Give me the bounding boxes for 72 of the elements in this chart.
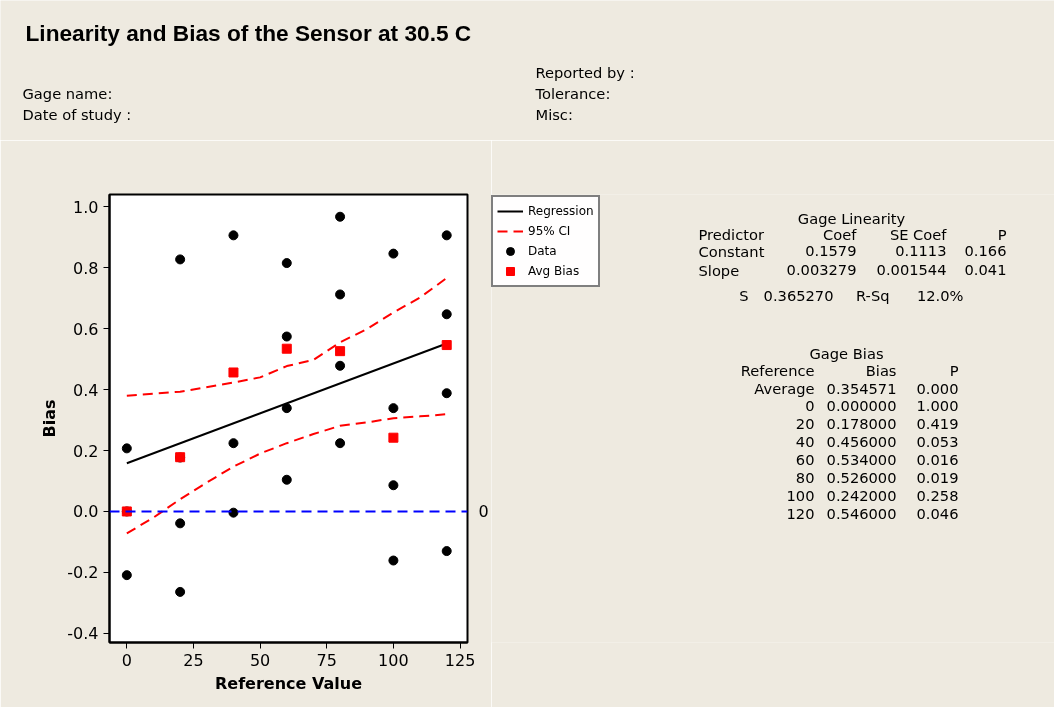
text: Gage Linearity xyxy=(797,209,906,227)
point xyxy=(281,343,292,354)
point xyxy=(281,331,292,342)
point xyxy=(335,360,346,371)
x-axis-title: Reference Value xyxy=(214,673,363,693)
line-series xyxy=(125,277,448,397)
point xyxy=(228,438,239,449)
text: Average 0.354571 0.000 xyxy=(754,379,959,398)
y-tick-label: 0.8 xyxy=(73,258,99,278)
text: Date of study : xyxy=(22,106,132,123)
text: Constant 0.1579 0.1113 0.166 xyxy=(698,242,1007,260)
y-tick-label: -0.2 xyxy=(67,563,99,583)
x-tick-label: 25 xyxy=(183,650,204,670)
text: Slope 0.003279 0.001544 0.041 xyxy=(698,261,1007,279)
text: Tolerance: xyxy=(534,85,611,102)
text: Gage name: xyxy=(22,85,113,102)
x-tick-label: 100 xyxy=(378,650,409,670)
point xyxy=(335,289,346,300)
point xyxy=(335,438,346,449)
y-tick-label: 0.2 xyxy=(73,441,99,461)
text: S 0.365270 R-Sq 12.0% xyxy=(739,286,964,305)
text: 100 0.242000 0.258 xyxy=(786,486,959,504)
point xyxy=(441,309,452,320)
point xyxy=(388,555,399,566)
legend-label: 95% CI xyxy=(528,224,571,238)
legend-label: Data xyxy=(528,244,557,258)
y-tick-label: 1.0 xyxy=(73,197,99,217)
point xyxy=(335,346,346,357)
chart-title: Linearity and Bias of the Sensor at 30.5 C xyxy=(25,19,472,46)
x-tick-label: 0 xyxy=(121,650,132,670)
point xyxy=(228,367,239,378)
y-tick-label: -0.4 xyxy=(67,624,99,644)
text: Gage Bias xyxy=(809,344,884,362)
text: 0 0.000000 1.000 xyxy=(805,397,959,415)
point xyxy=(281,474,292,485)
point xyxy=(121,443,132,454)
text: 40 0.456000 0.053 xyxy=(795,433,959,451)
text: 120 0.546000 0.046 xyxy=(786,504,959,522)
point xyxy=(335,211,346,222)
y-tick-label: 0.6 xyxy=(73,319,99,339)
point xyxy=(441,230,452,241)
x-tick-label: 50 xyxy=(249,650,271,670)
point xyxy=(441,546,452,557)
point xyxy=(441,340,452,351)
point xyxy=(441,388,452,399)
point xyxy=(121,570,132,581)
y-axis-title: Bias xyxy=(40,399,60,438)
point xyxy=(175,518,186,529)
text: Reported by : xyxy=(535,64,635,81)
x-tick-label: 75 xyxy=(316,650,337,670)
text: 80 0.526000 0.019 xyxy=(795,468,959,486)
x-tick-label: 125 xyxy=(444,650,476,670)
point xyxy=(281,258,292,269)
line-series xyxy=(125,413,448,535)
point xyxy=(175,254,186,265)
legend-label: Regression xyxy=(528,204,594,218)
text: 20 0.178000 0.419 xyxy=(795,415,959,433)
text: Misc: xyxy=(535,106,573,123)
text: 60 0.534000 0.016 xyxy=(795,450,959,468)
y-tick-label: 0.4 xyxy=(73,380,99,400)
y-tick-label: 0.0 xyxy=(73,502,99,522)
point xyxy=(388,248,399,259)
ref-line-label: 0 xyxy=(478,502,489,522)
point xyxy=(388,432,399,443)
point xyxy=(388,403,399,414)
point xyxy=(281,403,292,414)
point xyxy=(175,586,186,597)
point xyxy=(388,480,399,491)
legend-label: Avg Bias xyxy=(528,264,580,278)
text: Reference Bias P xyxy=(740,362,959,380)
point xyxy=(228,230,239,241)
point xyxy=(228,507,239,518)
